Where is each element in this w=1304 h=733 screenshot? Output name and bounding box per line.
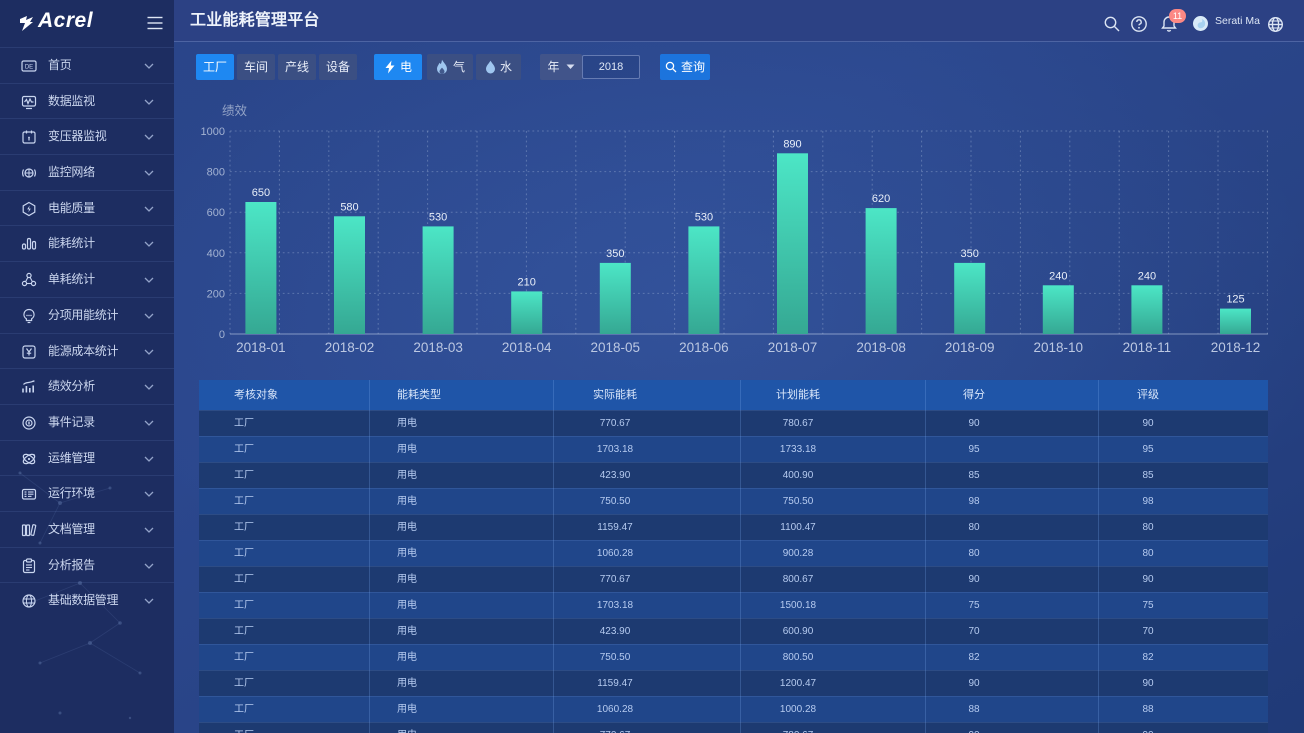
svg-text:1000: 1000 [201,126,225,138]
svg-text:125: 125 [1226,294,1244,306]
svg-text:2018-04: 2018-04 [502,340,552,355]
svg-text:2018-11: 2018-11 [1123,340,1172,355]
svg-text:210: 210 [518,276,536,288]
svg-text:800: 800 [207,167,225,179]
svg-text:2018-07: 2018-07 [768,340,818,355]
svg-text:240: 240 [1138,270,1156,282]
svg-text:2018-06: 2018-06 [679,340,729,355]
svg-text:530: 530 [695,211,713,223]
svg-text:0: 0 [219,329,225,341]
svg-text:2018-01: 2018-01 [236,340,286,355]
svg-text:2018-02: 2018-02 [325,340,375,355]
svg-text:DE: DE [25,65,33,71]
svg-text:350: 350 [961,248,979,260]
svg-text:530: 530 [429,211,447,223]
svg-text:600: 600 [207,207,225,219]
svg-text:2018-12: 2018-12 [1211,340,1261,355]
svg-text:350: 350 [606,248,624,260]
svg-text:890: 890 [783,138,801,150]
svg-text:200: 200 [207,288,225,300]
svg-text:400: 400 [207,248,225,260]
svg-text:2018-09: 2018-09 [945,340,995,355]
svg-text:240: 240 [1049,270,1067,282]
svg-text:650: 650 [252,187,270,199]
svg-text:580: 580 [340,201,358,213]
svg-text:620: 620 [872,193,890,205]
svg-text:2018-03: 2018-03 [413,340,463,355]
svg-text:2018-08: 2018-08 [856,340,906,355]
svg-text:2018-10: 2018-10 [1034,340,1084,355]
svg-text:绩效: 绩效 [222,103,248,118]
svg-text:2018-05: 2018-05 [591,340,641,355]
